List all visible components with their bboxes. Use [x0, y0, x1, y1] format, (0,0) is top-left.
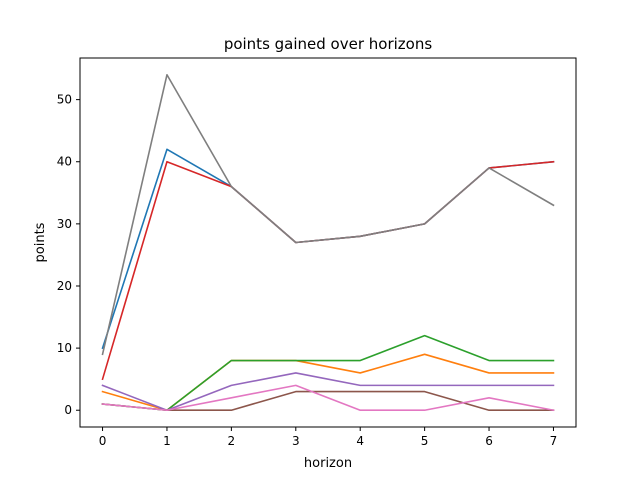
x-tick-label: 5 [421, 434, 429, 448]
series-line-5 [101, 390, 555, 412]
y-tick-label: 30 [57, 217, 72, 231]
series-line-4 [101, 372, 555, 412]
y-tick-label: 20 [57, 279, 72, 293]
y-tick-label: 0 [64, 403, 72, 417]
x-tick-label: 4 [356, 434, 364, 448]
series-line-7 [101, 73, 555, 356]
y-tick-label: 10 [57, 341, 72, 355]
x-tick-label: 3 [292, 434, 300, 448]
y-tick-label: 40 [57, 155, 72, 169]
y-tick-label: 50 [57, 93, 72, 107]
x-tick-label: 0 [99, 434, 107, 448]
plot-frame [79, 57, 577, 428]
x-tick-label: 7 [550, 434, 558, 448]
x-tick-label: 1 [163, 434, 171, 448]
x-axis-label: horizon [304, 456, 352, 471]
chart-title: points gained over horizons [224, 35, 433, 53]
y-axis-label: points [33, 222, 48, 262]
plot-area: 0 1 2 3 4 5 6 7 0 10 20 30 40 50 [57, 73, 558, 448]
series-line-6 [101, 384, 555, 412]
series-line-2 [101, 334, 555, 412]
x-tick-label: 6 [485, 434, 493, 448]
x-tick-label: 2 [228, 434, 236, 448]
